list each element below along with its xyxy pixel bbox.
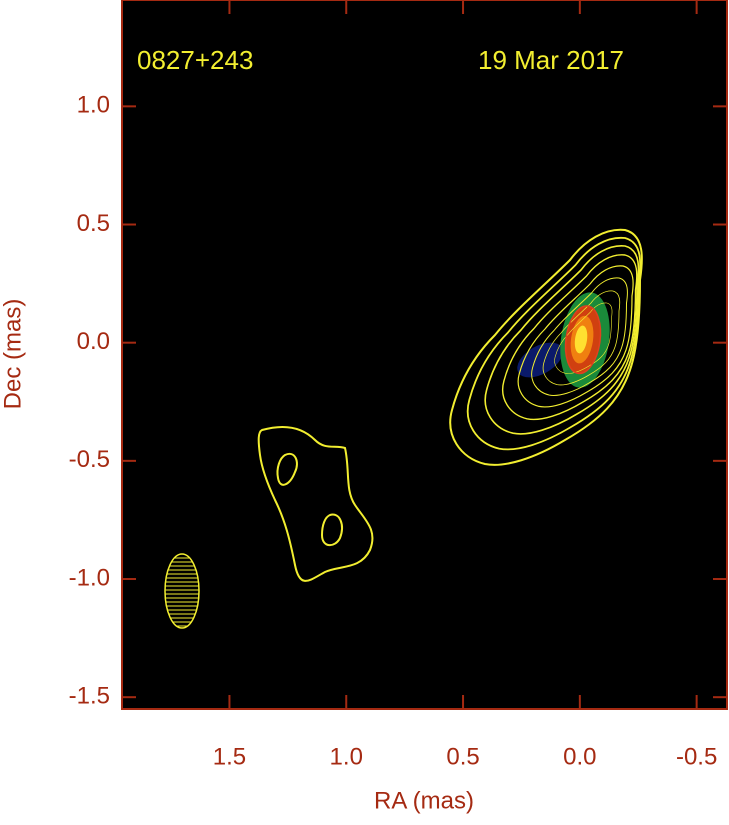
- y-tick-label: -1.0: [69, 564, 110, 591]
- y-tick-label: -1.5: [69, 683, 110, 710]
- x-tick-label: 1.0: [330, 743, 363, 770]
- x-tick-label: 1.5: [213, 743, 246, 770]
- y-tick-label: 1.0: [77, 92, 110, 119]
- extended-contours: [257, 426, 374, 582]
- x-tick-label: -0.5: [676, 743, 717, 770]
- date-label: 19 Mar 2017: [478, 45, 624, 75]
- source-label: 0827+243: [137, 45, 253, 75]
- x-axis-label: RA (mas): [374, 787, 474, 814]
- plot-area: [122, 0, 727, 709]
- y-axis-label: Dec (mas): [0, 299, 26, 410]
- x-tick-label: 0.0: [563, 743, 596, 770]
- y-tick-label: -0.5: [69, 446, 110, 473]
- y-tick-label: 0.5: [77, 210, 110, 237]
- x-tick-label: 0.5: [446, 743, 479, 770]
- y-tick-label: 0.0: [77, 328, 110, 355]
- beam: [164, 553, 200, 629]
- map-image: [449, 228, 643, 466]
- axes-frame: [121, 0, 728, 710]
